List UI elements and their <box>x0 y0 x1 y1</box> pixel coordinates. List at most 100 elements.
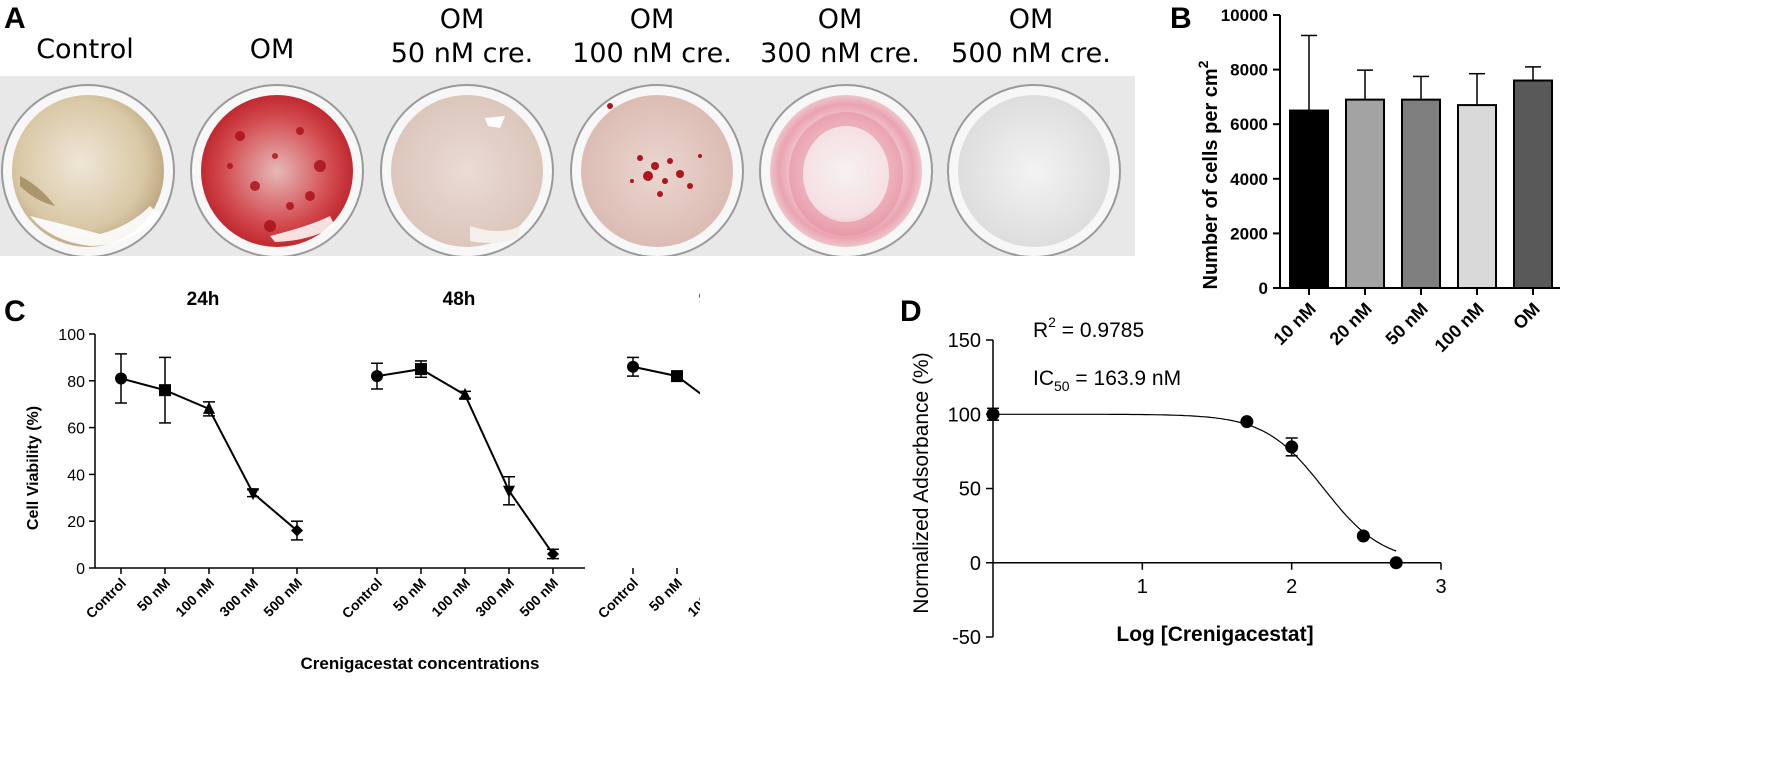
chart-c-group-24h: 24h Control 50 nM 100 nM 300 nM 500 nM <box>83 289 306 621</box>
chart-c-point <box>371 370 383 383</box>
chart-c-point <box>459 387 471 400</box>
well-label-5-line1: OM <box>817 4 863 35</box>
chart-c-point <box>547 547 559 560</box>
chart-d-point <box>1240 415 1254 429</box>
well-label-1-line2: Control <box>36 34 134 65</box>
chart-b-y-tick-label: 4000 <box>1230 170 1268 189</box>
chart-c-group-48h: 48h Control 50 nM 100 nM 300 nM 500 nM <box>339 289 562 621</box>
chart-d-r2-annotation: R2 = 0.9785 <box>1033 314 1144 342</box>
well-om-100 <box>570 84 744 256</box>
well-label-5-line2: 300 nM cre. <box>760 38 920 69</box>
chart-b-bar <box>1289 109 1329 289</box>
chart-c-x-tick-label: 50 nM <box>646 575 685 614</box>
chart-c-y-ticks: 0 20 40 60 80 100 <box>58 327 95 578</box>
chart-d-y-tick-label: 0 <box>970 553 981 575</box>
chart-b-bar <box>1457 104 1497 289</box>
well-label-4-line2: 100 nM cre. <box>572 38 732 69</box>
chart-d-y-ticks: -50 0 50 100 150 <box>948 330 993 649</box>
chart-d-x-tick-label: 1 <box>1137 576 1148 598</box>
chart-b-bar <box>1513 79 1553 289</box>
chart-c-y-axis-label: Cell Viability (%) <box>25 406 42 530</box>
chart-c-y-tick-label: 100 <box>58 327 85 344</box>
chart-c-point <box>415 363 427 376</box>
chart-c-x-tick-label: Control <box>595 575 642 622</box>
well-label-3-line1: OM <box>439 4 485 35</box>
chart-c-point <box>203 401 215 414</box>
chart-c-x-axis-label: Crenigacestat concentrations <box>300 654 539 673</box>
chart-b-y-axis-label: Number of cells per cm2 <box>1195 60 1222 289</box>
chart-c-group-title: 48h <box>443 289 476 310</box>
well-control <box>1 84 175 256</box>
chart-c-point <box>627 360 639 373</box>
chart-b-bar <box>1345 98 1385 289</box>
chart-c-y-tick-label: 80 <box>67 374 85 391</box>
chart-c-x-tick-label: 500 nM <box>260 575 305 620</box>
chart-c-x-tick-label: Control <box>339 575 386 622</box>
chart-d-fit-curve <box>993 413 1397 552</box>
chart-d-x-axis-label: Log [Crenigacestat] <box>1116 623 1313 646</box>
chart-c-point <box>671 370 683 383</box>
plate-frame <box>0 76 1135 256</box>
chart-c-point <box>115 372 127 385</box>
well-label-6-line1: OM <box>1008 4 1054 35</box>
chart-d-dose-response: -50 0 50 100 150 1 2 3 Normalized Adsorbance (… <box>910 314 1447 649</box>
chart-c-x-tick-label: Control <box>83 575 130 622</box>
chart-d-point <box>1389 556 1403 570</box>
well-label-3-line2: 50 nM cre. <box>390 38 534 69</box>
chart-c-x-tick-label: 300 nM <box>472 575 517 620</box>
chart-b-bar <box>1401 98 1441 289</box>
well-om-300 <box>759 84 933 256</box>
chart-d-x-ticks: 1 2 3 <box>1137 562 1447 598</box>
chart-c-x-tick-label: 50 nM <box>390 575 429 614</box>
chart-c-group-title: 24h <box>187 289 220 310</box>
well-om-50 <box>380 84 554 256</box>
chart-c-point <box>247 488 259 501</box>
chart-d-y-tick-label: -50 <box>952 627 981 649</box>
chart-c-x-tick-label: 500 nM <box>516 575 561 620</box>
chart-d-y-tick-label: 50 <box>959 479 981 501</box>
chart-d-ic50-annotation: IC50 = 163.9 nM <box>1033 367 1181 394</box>
panel-label-d: D <box>900 295 922 328</box>
chart-d-y-tick-label: 150 <box>948 330 981 352</box>
chart-c-y-tick-label: 60 <box>67 421 85 438</box>
chart-c-x-tick-label: 100 nM <box>428 575 473 620</box>
chart-c-axes <box>94 334 585 569</box>
well-label-2-line2: OM <box>249 34 295 65</box>
chart-c-x-tick-label: 50 nM <box>134 575 173 614</box>
chart-b-y-tick-label: 10000 <box>1221 6 1268 25</box>
chart-c-point <box>503 485 515 498</box>
chart-c-series-line <box>632 365 700 395</box>
chart-c-point <box>159 384 171 397</box>
chart-c-group-title: 96h <box>699 289 700 310</box>
chart-d-points <box>986 407 1403 570</box>
chart-c-y-tick-label: 40 <box>67 467 85 484</box>
chart-c-y-tick-label: 0 <box>76 561 85 578</box>
chart-c-y-tick-label: 20 <box>67 514 85 531</box>
chart-d-y-axis-label: Normalized Adsorbance (%) <box>910 352 933 613</box>
chart-d-x-tick-label: 2 <box>1286 576 1297 598</box>
chart-d-point <box>1356 529 1370 543</box>
chart-b-y-tick-label: 2000 <box>1230 224 1268 243</box>
chart-d-point <box>1285 440 1299 454</box>
chart-d-point <box>986 407 1000 421</box>
chart-d-y-tick-label: 100 <box>948 404 981 426</box>
chart-b-y-tick-label: 6000 <box>1230 115 1268 134</box>
well-om-500 <box>947 84 1121 256</box>
chart-b-y-ticks: 0 2000 4000 6000 8000 10000 <box>1221 6 1280 298</box>
well-plate-image <box>0 76 1135 256</box>
chart-c-x-tick-label: 100 nM <box>172 575 217 620</box>
chart-d-x-tick-label: 3 <box>1435 576 1446 598</box>
well-label-6-line2: 500 nM cre. <box>951 38 1111 69</box>
chart-b-bars <box>1289 79 1553 289</box>
well-om <box>190 84 364 256</box>
chart-c-x-tick-label: 300 nM <box>216 575 261 620</box>
chart-c-x-tick-label: 100 nM <box>684 575 700 620</box>
panel-label-b: B <box>1170 2 1192 35</box>
chart-b-y-tick-label: 0 <box>1259 279 1268 298</box>
panel-label-a: A <box>4 2 26 35</box>
panel-label-c: C <box>4 295 26 328</box>
